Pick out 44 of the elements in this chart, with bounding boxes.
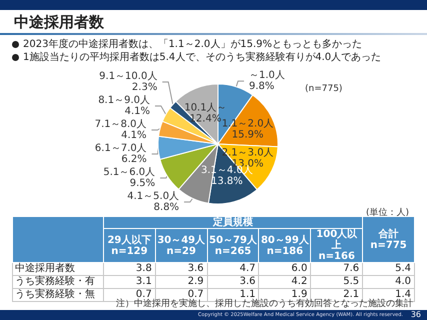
text: 1施設当たりの平均採用者数は5.4人で、そのうち実務経験有りが4.0人であった — [22, 51, 382, 64]
slice-label: 10.1人～ — [184, 102, 227, 114]
x-axis-title: 定員規模 — [104, 216, 363, 228]
slice-label: ～1.0人 — [249, 70, 285, 82]
slice-label: 8.1～9.0人 — [98, 95, 150, 106]
data-label: 6.2% — [121, 154, 147, 165]
x-tick-label: 80～99人 n=186 — [258, 228, 311, 262]
slice-label: 5.1～6.0人 — [103, 167, 156, 178]
text: 2023年度の中途採用者数は、「1.1～2.0人」が15.9%ともっとも多かった — [22, 38, 364, 51]
data-label: 3.6 — [155, 262, 208, 276]
slice-label: 4.1～5.0人 — [127, 191, 180, 202]
data-label: 4.1% — [121, 130, 147, 141]
data-label: 9.8% — [249, 81, 274, 92]
data-label: 4.2 — [258, 276, 311, 288]
data-label: 6.0 — [258, 262, 311, 276]
data-label: 13.8% — [211, 176, 243, 187]
text: (単位：人) — [366, 206, 409, 219]
data-label: 2.9 — [155, 276, 208, 288]
x-tick-label: 50～79人 n=265 — [207, 228, 259, 262]
data-label: 4.1% — [124, 106, 150, 117]
x-tick-label: 30～49人 n=29 — [155, 228, 208, 262]
data-label: 9.5% — [130, 178, 156, 189]
x-tick-label: 29人以下 n=129 — [104, 228, 156, 262]
slice-label: 6.1～7.0人 — [94, 143, 147, 154]
data-label: 3.8 — [104, 262, 156, 276]
y-tick-label: うち実務経験・無 — [12, 288, 104, 302]
data-label: 4.0 — [362, 276, 414, 288]
data-label: 7.6 — [310, 262, 363, 276]
data-label: 15.9% — [232, 130, 264, 141]
data-label: 3.6 — [207, 276, 259, 288]
text: 36 — [410, 310, 421, 320]
text: (n=775) — [305, 84, 342, 94]
data-label: 5.5 — [310, 276, 363, 288]
data-label: 8.8% — [154, 202, 180, 213]
x-tick-label: 合計 n=775 — [362, 216, 414, 262]
data-label: 2.3% — [132, 82, 158, 93]
y-tick-label: 中途採用者数 — [12, 262, 104, 276]
data-label: 4.7 — [207, 262, 259, 276]
y-tick-label: うち実務経験・有 — [12, 276, 104, 288]
data-label: 5.4 — [362, 262, 414, 276]
slice-label: 9.1～10.0人 — [99, 71, 158, 82]
data-label: 3.1 — [104, 276, 156, 288]
slice-label: 7.1～8.0人 — [94, 119, 147, 130]
x-tick-label: 100人以上 n=166 — [310, 228, 363, 262]
